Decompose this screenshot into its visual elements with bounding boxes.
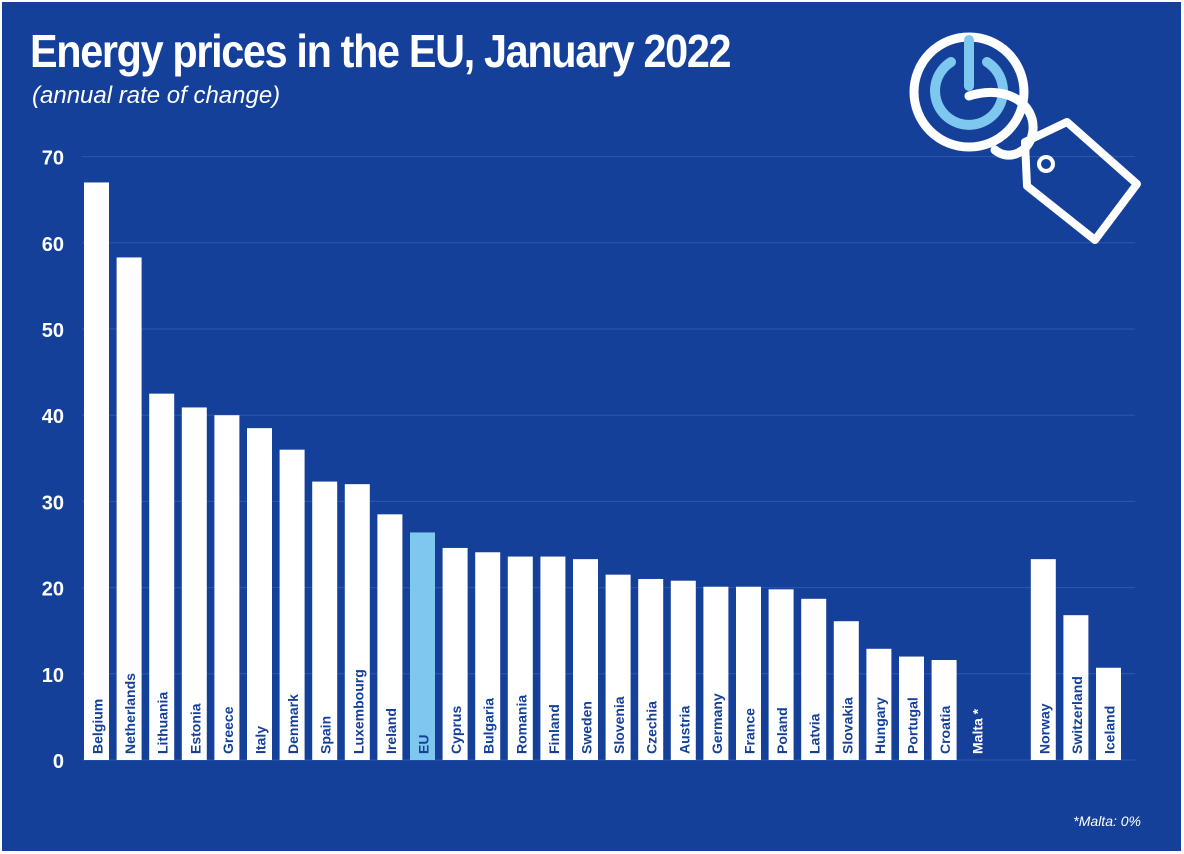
category-label: Luxembourg [350,669,366,754]
category-label: EU [416,735,432,754]
category-label: Slovakia [839,697,855,754]
bar-eu [410,532,435,760]
category-label: Norway [1036,703,1052,754]
bar-spain [312,481,338,760]
category-label: Cyprus [448,706,464,754]
category-label: Sweden [579,701,595,754]
bar-cyprus [442,547,468,760]
category-label: Finland [546,704,562,754]
category-label: Romania [513,695,529,754]
bar-slovakia [833,621,859,760]
y-tick-label: 60 [42,234,64,256]
bar-finland [540,556,566,760]
bar-hungary [866,648,892,760]
y-tick-label: 10 [42,665,64,687]
category-label: Greece [220,706,236,754]
category-label: Slovenia [611,696,627,754]
bar-greece [214,415,240,760]
category-label: Croatia [937,706,953,754]
category-label: France [742,708,758,754]
y-tick-label: 50 [42,320,64,342]
bar-bulgaria [475,552,501,760]
chart-subtitle: (annual rate of change) [32,82,281,109]
bar-ireland [377,514,403,760]
category-label: Belgium [90,699,106,754]
category-label: Denmark [285,694,301,754]
category-label: Malta * [970,708,986,754]
category-label: Latvia [807,713,823,754]
bar-norway [1030,559,1056,760]
y-tick-label: 70 [42,148,64,170]
bar-romania [507,556,533,760]
y-tick-label: 20 [42,579,64,601]
y-axis-ticks: 0 10 20 30 40 50 60 70 [42,148,64,773]
bar-netherlands [116,257,142,760]
category-label: Spain [318,716,334,754]
y-tick-label: 30 [42,492,64,514]
category-label: Bulgaria [481,698,497,754]
category-label: Switzerland [1069,676,1085,754]
bar-czechia [638,578,664,760]
bars: Belgium Netherlands Lithuania Estonia Greece… [84,182,1121,760]
category-label: Italy [253,726,269,754]
bar-iceland [1096,667,1121,760]
category-label: Ireland [383,708,399,754]
bar-belgium [84,182,109,760]
bar-austria [670,580,696,760]
footnote: *Malta: 0% [1073,813,1141,829]
y-tick-label: 40 [42,406,64,428]
category-label: Portugal [905,697,921,754]
power-price-tag-icon [909,32,1141,244]
bar-germany [703,586,729,760]
bar-switzerland [1063,615,1089,760]
category-label: Iceland [1102,706,1118,754]
y-tick-label: 0 [53,751,64,773]
bar-sweden [573,559,598,760]
category-label: Estonia [187,703,203,754]
chart-title: Energy prices in the EU, January 2022 [30,25,732,77]
category-label: Germany [709,693,725,754]
category-label: Hungary [872,697,888,754]
bar-latvia [801,598,827,760]
category-label: Austria [676,706,692,754]
bar-poland [768,589,794,760]
bar-italy [247,428,272,760]
bar-portugal [899,656,924,760]
bar-croatia [931,660,957,760]
bar-luxembourg [344,484,370,760]
category-label: Poland [774,707,790,754]
category-label: Lithuania [155,692,171,754]
bar-france [736,586,761,760]
category-label: Czechia [644,701,660,754]
category-label: Netherlands [122,673,138,754]
bar-estonia [181,407,207,760]
bar-lithuania [149,393,175,760]
bar-denmark [279,449,305,760]
bar-slovenia [605,574,631,760]
